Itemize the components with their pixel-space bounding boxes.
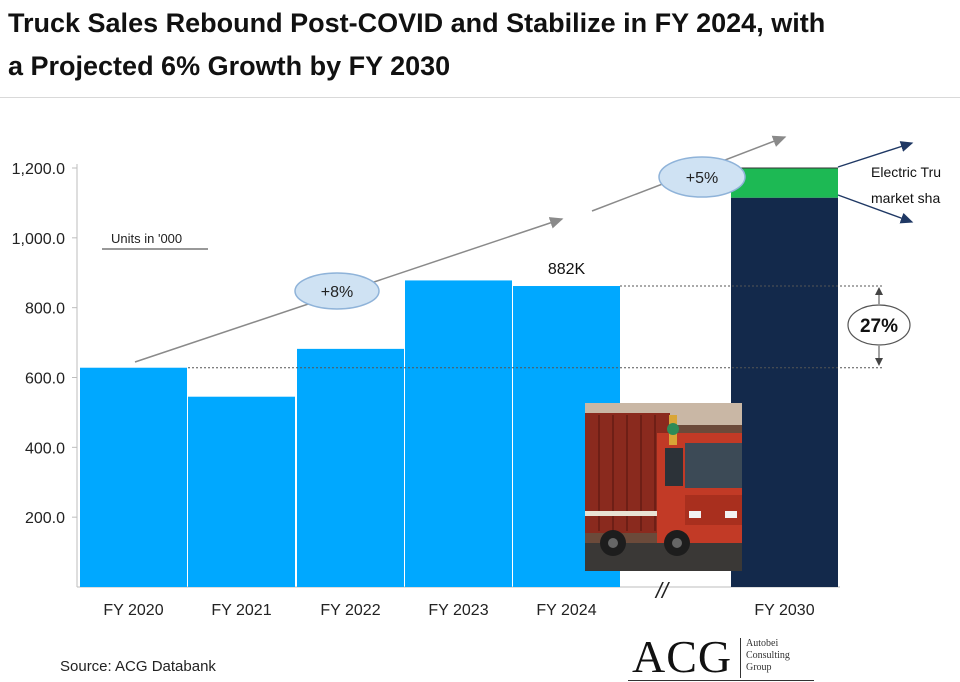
logo-underline: [628, 680, 814, 681]
electric-label-line-2: market sha: [871, 190, 940, 206]
data-label-fy2024: 882K: [548, 261, 586, 278]
growth-label-projected: +5%: [686, 170, 718, 187]
bar-fy-2021: [188, 396, 295, 587]
x-tick-label: FY 2022: [320, 602, 380, 619]
growth-badge-projected: [658, 156, 746, 198]
y-tick-label: 1,000.0: [12, 231, 65, 248]
truck-photo: [585, 403, 742, 571]
x-tick-label: FY 2030: [754, 602, 814, 619]
chart-title: Truck Sales Rebound Post-COVID and Stabi…: [8, 2, 960, 88]
chart-title-line-1: Truck Sales Rebound Post-COVID and Stabi…: [8, 8, 826, 38]
x-tick-label: FY 2021: [211, 602, 271, 619]
logo-mark: ACG: [632, 631, 733, 682]
y-tick-label: 1,200.0: [12, 161, 65, 178]
bar-fy-2023: [405, 280, 512, 587]
x-tick-label: FY 2020: [103, 602, 163, 619]
y-tick-label: 400.0: [25, 440, 65, 457]
electric-arrow-down: [837, 194, 914, 224]
y-tick-label: 200.0: [25, 510, 65, 527]
x-tick-label: FY 2024: [536, 602, 596, 619]
y-tick-label: 800.0: [25, 301, 65, 318]
logo-divider: [740, 638, 741, 678]
growth-badge-historical: [294, 272, 380, 310]
growth-label-historical: +8%: [321, 284, 353, 301]
bar-fy-2030-base: [731, 197, 838, 587]
axis-break-symbol: //: [654, 578, 670, 603]
chart-title-line-2: a Projected 6% Growth by FY 2030: [8, 51, 451, 81]
units-note: Units in '000: [111, 231, 182, 246]
gap-badge: [847, 304, 911, 346]
bar-fy-2020: [80, 367, 187, 587]
acg-logo: ACG Autobei Consulting Group: [628, 630, 828, 682]
title-divider: [0, 97, 960, 98]
electric-label-line-1: Electric Tru: [871, 164, 941, 180]
bar-fy-2030-electric: [731, 168, 838, 198]
gap-label: 27%: [860, 316, 898, 337]
bar-fy-2022: [297, 348, 404, 587]
logo-subtext: Autobei Consulting Group: [746, 638, 790, 673]
source-note: Source: ACG Databank: [60, 658, 216, 675]
electric-arrow-up: [837, 141, 914, 168]
x-tick-label: FY 2023: [428, 602, 488, 619]
y-tick-label: 600.0: [25, 371, 65, 388]
